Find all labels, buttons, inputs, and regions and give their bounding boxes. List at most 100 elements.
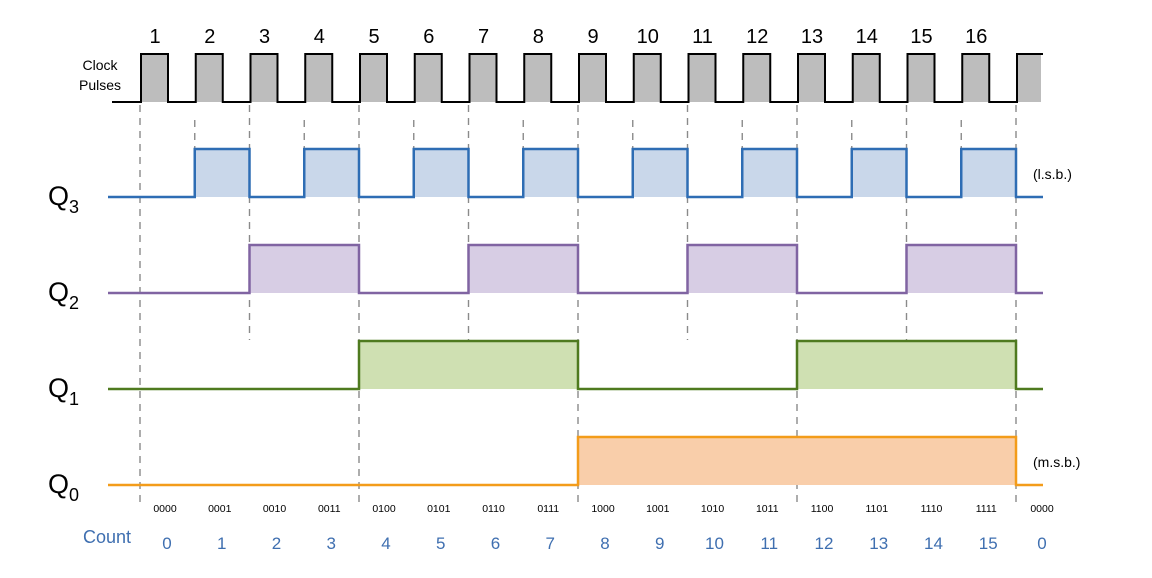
clock-pulse-number: 6 (423, 26, 434, 48)
high-level-fill (194, 149, 250, 197)
high-level-fill (797, 341, 1016, 389)
count-value: 2 (272, 534, 281, 553)
clock-pulse-fill (907, 54, 935, 102)
clock-pulse-fill (579, 54, 606, 102)
bit-note-q0: (m.s.b.) (1033, 454, 1080, 470)
waveform-q1: Q1 (48, 339, 1043, 409)
count-value: 14 (924, 534, 943, 553)
clock-pulse-number: 4 (314, 26, 325, 48)
clock-pulse-number: 14 (856, 26, 878, 48)
high-level-fill (468, 245, 578, 293)
binary-code: 0010 (263, 503, 287, 515)
high-level-fill (249, 245, 359, 293)
waveform-line (108, 147, 1043, 199)
binary-code: 1111 (976, 503, 997, 515)
binary-code: 1010 (701, 503, 725, 515)
binary-code: 1011 (756, 503, 779, 515)
count-value: 10 (705, 534, 724, 553)
clock-pulse-fill (305, 54, 333, 102)
clock-pulse-number: 15 (910, 26, 932, 48)
count-value: 12 (815, 534, 834, 553)
clock-pulse-number: 1 (149, 26, 160, 48)
count-value: 5 (436, 534, 445, 553)
output-waveforms: Q3 (l.s.b.) Q2 Q1 Q0 (m.s.b.) (48, 147, 1080, 505)
clock-pulse-fill (469, 54, 497, 102)
waveform-line (108, 243, 1043, 295)
binary-code: 0110 (482, 503, 505, 515)
waveform-line (108, 339, 1043, 391)
high-level-fill (523, 149, 578, 197)
clock-pulse-number: 9 (587, 26, 598, 48)
high-level-fill (304, 149, 359, 197)
high-level-fill (961, 149, 1016, 197)
clock-pulse-number: 3 (259, 26, 270, 48)
count-value: 3 (327, 534, 336, 553)
binary-code: 0101 (427, 503, 451, 515)
clock-pulse-number: 16 (965, 26, 987, 48)
binary-code: 1110 (921, 503, 943, 515)
clock-pulse-fill (524, 54, 552, 102)
count-value: 6 (491, 534, 500, 553)
clock-pulse-fill (195, 54, 223, 102)
clock-pulse-fill (250, 54, 278, 102)
count-value: 1 (217, 534, 226, 553)
count-label: Count (83, 527, 131, 547)
count-value: 15 (979, 534, 998, 553)
waveform-q3: Q3 (l.s.b.) (48, 147, 1072, 217)
signal-label-q0: Q0 (48, 469, 79, 505)
binary-codes-row: 0000 0001 0010 0011 0100 0101 0110 0111 1000 1001… (153, 503, 1054, 515)
clock-pulse-fill (852, 54, 880, 102)
signal-label-q1: Q1 (48, 373, 79, 409)
count-value: 0 (1037, 534, 1046, 553)
binary-code: 0000 (1030, 503, 1054, 515)
clock-pulse-number: 11 (692, 26, 713, 48)
count-value: 4 (381, 534, 390, 553)
binary-code: 0001 (208, 503, 232, 515)
high-level-fill (851, 149, 907, 197)
waveform-q0: Q0 (m.s.b.) (48, 435, 1080, 505)
count-row: Count 0 1 2 3 4 5 6 7 8 9 10 11 12 13 14 15 0 (83, 527, 1047, 553)
clock-pulse-line (112, 53, 1043, 103)
clock-pulse-number: 8 (533, 26, 544, 48)
high-level-fill (578, 437, 1016, 485)
signal-label-q3: Q3 (48, 181, 79, 217)
count-value: 8 (600, 534, 609, 553)
clock-pulse-fill (414, 54, 442, 102)
clock-pulse-number: 2 (204, 26, 215, 48)
clock-pulses-waveform: Clock Pulses 1 2 3 4 5 6 7 8 9 10 11 12 13 14 15 16 (79, 26, 1043, 103)
binary-code: 1101 (865, 503, 888, 515)
clock-label-line1: Clock (82, 57, 118, 73)
count-value: 9 (655, 534, 664, 553)
clock-pulse-fill (743, 54, 771, 102)
binary-code: 0100 (372, 503, 396, 515)
count-value: 11 (760, 534, 778, 553)
clock-pulse-number: 7 (478, 26, 489, 48)
clock-pulse-number: 13 (801, 26, 823, 48)
clock-pulse-fill (798, 54, 825, 102)
clock-label-line2: Pulses (79, 77, 121, 93)
waveform-q2: Q2 (48, 243, 1043, 313)
binary-code: 0000 (153, 503, 177, 515)
high-level-fill (687, 245, 797, 293)
high-level-fill (359, 341, 578, 389)
clock-pulse-fill (688, 54, 716, 102)
binary-code: 1000 (591, 503, 615, 515)
clock-pulse-number: 5 (368, 26, 379, 48)
count-value: 0 (162, 534, 171, 553)
clock-pulse-fill (141, 54, 168, 102)
clock-pulse-number: 12 (746, 26, 768, 48)
high-level-fill (742, 149, 797, 197)
binary-code: 1001 (646, 503, 670, 515)
binary-code: 0011 (318, 503, 341, 515)
clock-pulse-fill (1017, 54, 1041, 102)
bit-note-q3: (l.s.b.) (1033, 166, 1072, 182)
clock-pulse-number: 10 (637, 26, 659, 48)
clock-pulse-fill (633, 54, 661, 102)
count-value: 7 (546, 534, 555, 553)
clock-pulse-fill (962, 54, 990, 102)
high-level-fill (632, 149, 688, 197)
binary-code: 0111 (537, 503, 559, 515)
signal-label-q2: Q2 (48, 277, 79, 313)
clock-pulse-fill (360, 54, 387, 102)
